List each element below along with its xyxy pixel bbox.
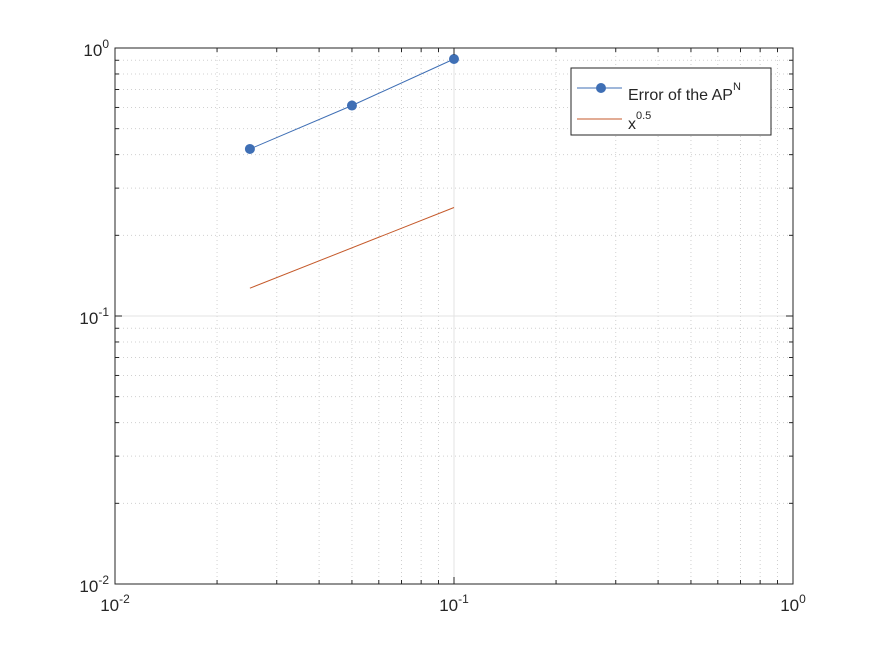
series-2-line (249, 207, 455, 289)
y-tick-label: 10-2 (79, 573, 109, 596)
y-tick-label: 100 (83, 37, 109, 60)
x-tick-label-base: 10 (100, 596, 119, 615)
legend-box (570, 67, 772, 136)
x-tick-label-exponent: 0 (799, 592, 806, 606)
series-1-point (244, 143, 255, 154)
legend-label-series-1: Error of the APN (628, 81, 741, 104)
x-tick-label: 100 (780, 592, 806, 615)
x-tick-label-exponent: -2 (119, 592, 130, 606)
x-tick-label-base: 10 (439, 596, 458, 615)
y-tick-label-base: 10 (79, 577, 98, 596)
legend-entry-series-1: Error of the APN (577, 81, 741, 104)
legend-entry-series-2: x0.5 (577, 110, 651, 133)
legend-label-series-1-main: Error of the AP (628, 87, 733, 104)
axis-ticks (114, 48, 793, 585)
y-tick-label-exponent: 0 (102, 37, 109, 51)
x-tick-label-base: 10 (780, 596, 799, 615)
legend-label-series-2: x0.5 (628, 110, 651, 133)
y-tick-label-base: 10 (79, 309, 98, 328)
y-tick-label-exponent: -1 (98, 305, 109, 319)
series-1-point (449, 53, 459, 64)
series-1-point (346, 100, 357, 111)
x-tick-label: 10-2 (100, 592, 130, 615)
legend-label-series-2-main: x (628, 116, 636, 133)
x-tick-label-exponent: -1 (458, 592, 469, 606)
y-tick-label: 10-1 (79, 305, 109, 328)
y-tick-label-exponent: -2 (98, 573, 109, 587)
series-layer (244, 53, 459, 289)
legend-label-series-1-sup: N (733, 81, 741, 93)
x-tick-labels: 10-2 10-1 100 (100, 592, 806, 615)
x-tick-label: 10-1 (439, 592, 469, 615)
y-tick-label-base: 10 (83, 41, 102, 60)
legend-label-series-2-sup: 0.5 (636, 110, 651, 122)
legend-marker-series-1 (596, 83, 606, 93)
legend: Error of the APN x0.5 (570, 67, 772, 136)
